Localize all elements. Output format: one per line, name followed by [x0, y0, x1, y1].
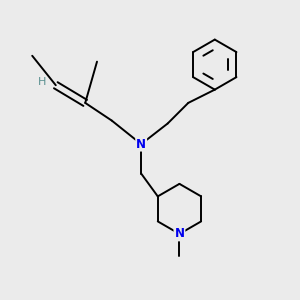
Text: H: H [38, 77, 47, 87]
Text: N: N [136, 138, 146, 151]
Text: N: N [174, 227, 184, 240]
